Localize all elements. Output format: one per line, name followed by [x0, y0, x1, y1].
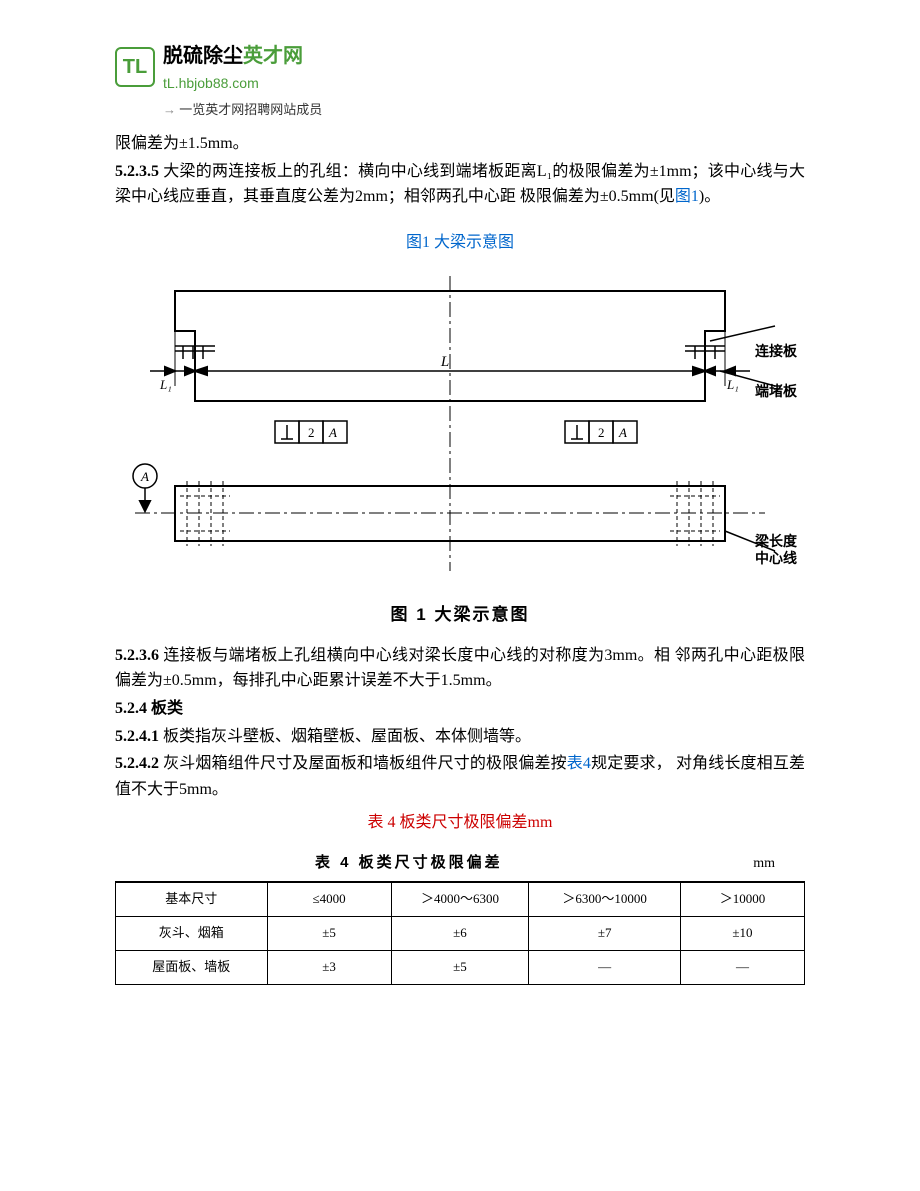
table-4-link[interactable]: 表4 [567, 755, 591, 772]
table-row: 基本尺寸 ≤4000 ＞4000～6300 ＞6300～10000 ＞10000 [116, 882, 805, 916]
tol-val-left: 2 [308, 425, 315, 440]
clause-text: 连接板与端堵板上孔组横向中心线对梁长度中心线的对称度为3mm。相 邻两孔中心距极… [115, 647, 805, 690]
paragraph-5-2-3-5: 5.2.3.5 大梁的两连接板上的孔组：横向中心线到端堵板距离L₁的极限偏差为±… [115, 159, 805, 210]
table-4: 表 4 板类尺寸极限偏差 mm 基本尺寸 ≤4000 ＞4000～6300 ＞6… [115, 851, 805, 985]
logo-text: 脱硫除尘英才网 tL.hbjob88.com [163, 40, 303, 94]
table-cell: ＞10000 [680, 882, 804, 916]
table-cell: ＞6300～10000 [529, 882, 681, 916]
clause-end: )。 [699, 188, 720, 205]
clause-number: 5.2.4.1 [115, 728, 159, 745]
label-conn-plate: 连接板 [755, 343, 798, 360]
table-cell: — [529, 950, 681, 984]
paragraph-5-2-4-2: 5.2.4.2 灰斗烟箱组件尺寸及屋面板和墙板组件尺寸的极限偏差按表4规定要求，… [115, 751, 805, 802]
figure-1-title: 图1 大梁示意图 [115, 230, 805, 256]
table-cell: — [680, 950, 804, 984]
table-4-grid: 基本尺寸 ≤4000 ＞4000～6300 ＞6300～10000 ＞10000… [115, 881, 805, 984]
logo-url: tL.hbjob88.com [163, 72, 303, 94]
table-cell: ±7 [529, 917, 681, 951]
label-end-plate: 端堵板 [755, 383, 798, 400]
table-cell: ＞4000～6300 [391, 882, 529, 916]
site-logo: TL 脱硫除尘英才网 tL.hbjob88.com [115, 40, 805, 94]
table-cell: ±10 [680, 917, 804, 951]
paragraph-5-2-4: 5.2.4 板类 [115, 696, 805, 722]
paragraph-continuation: 限偏差为±1.5mm。 [115, 131, 805, 157]
table-cell: ±3 [267, 950, 391, 984]
table-cell: ≤4000 [267, 882, 391, 916]
clause-number: 5.2.3.5 [115, 163, 159, 180]
table-row: 灰斗、烟箱 ±5 ±6 ±7 ±10 [116, 917, 805, 951]
label-L1-right: L₁ [726, 377, 739, 392]
clause-text: 灰斗烟箱组件尺寸及屋面板和墙板组件尺寸的极限偏差按 [159, 755, 567, 772]
table-4-title: 表 4 板类尺寸极限偏差mm [115, 810, 805, 836]
label-L1-left: L₁ [159, 377, 172, 392]
clause-text: 板类指灰斗壁板、烟箱壁板、屋面板、本体侧墙等。 [159, 728, 531, 745]
datum-circle-A: A [140, 469, 149, 484]
clause-number: 5.2.3.6 [115, 647, 159, 664]
table-cell: ±5 [267, 917, 391, 951]
label-centerline-2: 中心线 [755, 550, 797, 567]
tol-val-right: 2 [598, 425, 605, 440]
table-cell: 基本尺寸 [116, 882, 268, 916]
figure-1-diagram: L L₁ L₁ 2 A 2 A A 连接板 端堵板 梁长度 中心线 图 1 大梁… [115, 271, 805, 628]
table-cell: 屋面板、墙板 [116, 950, 268, 984]
table-4-unit: mm [753, 853, 775, 875]
logo-title-suffix: 英才网 [243, 45, 303, 67]
logo-subtitle: 一览英才网招聘网站成员 [163, 100, 805, 121]
table-4-header: 表 4 板类尺寸极限偏差 [315, 851, 503, 875]
paragraph-5-2-4-1: 5.2.4.1 板类指灰斗壁板、烟箱壁板、屋面板、本体侧墙等。 [115, 724, 805, 750]
paragraph-5-2-3-6: 5.2.3.6 连接板与端堵板上孔组横向中心线对梁长度中心线的对称度为3mm。相… [115, 643, 805, 694]
label-L: L [440, 354, 449, 370]
tol-datum-left: A [328, 425, 337, 440]
table-cell: ±6 [391, 917, 529, 951]
logo-icon: TL [115, 47, 155, 87]
table-row: 屋面板、墙板 ±3 ±5 — — [116, 950, 805, 984]
figure-1-caption: 图 1 大梁示意图 [115, 601, 805, 628]
beam-diagram-svg: L L₁ L₁ 2 A 2 A A 连接板 端堵板 梁长度 中心线 [115, 271, 805, 591]
table-cell: 灰斗、烟箱 [116, 917, 268, 951]
table-cell: ±5 [391, 950, 529, 984]
clause-number: 5.2.4.2 [115, 755, 159, 772]
figure-1-link[interactable]: 图1 [675, 188, 699, 205]
label-centerline-1: 梁长度 [754, 533, 798, 550]
logo-title-prefix: 脱硫除尘 [163, 45, 243, 67]
tol-datum-right: A [618, 425, 627, 440]
